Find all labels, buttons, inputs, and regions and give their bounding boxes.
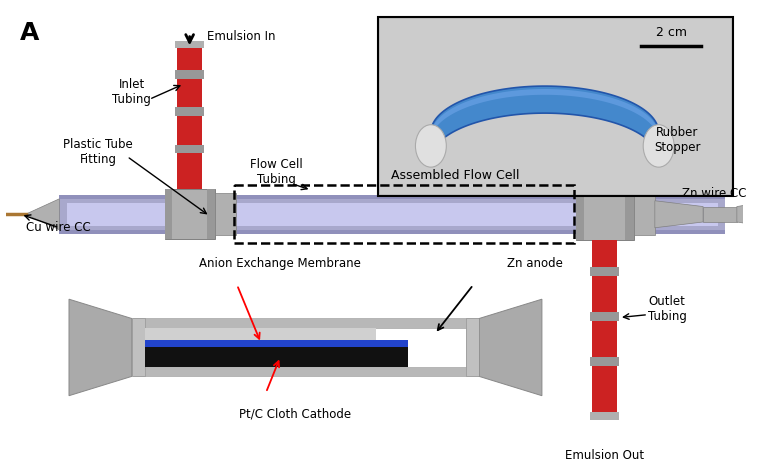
Polygon shape (737, 201, 763, 228)
Bar (60, 195, 726, 234)
Bar (60, 230, 726, 234)
Bar (576, 188, 633, 240)
Bar (234, 185, 574, 243)
Bar (590, 412, 619, 420)
Polygon shape (479, 299, 542, 396)
Text: Outlet
Tubing: Outlet Tubing (648, 295, 687, 323)
Text: Anion Exchange Membrane: Anion Exchange Membrane (199, 257, 362, 270)
Text: Pt/C Cloth Cathode: Pt/C Cloth Cathode (239, 407, 351, 420)
Polygon shape (26, 199, 60, 230)
Bar (67, 203, 717, 226)
Polygon shape (431, 89, 658, 141)
Bar (590, 312, 619, 321)
Bar (175, 70, 204, 79)
Text: Zn anode: Zn anode (507, 257, 563, 270)
Bar (145, 328, 376, 340)
Bar (165, 189, 214, 239)
Bar (177, 41, 202, 189)
Bar (132, 319, 145, 376)
Bar (207, 189, 214, 239)
Bar (590, 357, 619, 366)
Text: Emulsion Out: Emulsion Out (565, 449, 644, 461)
Bar (633, 193, 655, 236)
Text: Inlet
Tubing: Inlet Tubing (112, 78, 151, 106)
Ellipse shape (415, 124, 446, 167)
Text: Cu wire CC: Cu wire CC (26, 221, 90, 234)
Text: A: A (20, 21, 39, 45)
Bar (625, 188, 633, 240)
Bar (165, 189, 172, 239)
Text: Rubber
Stopper: Rubber Stopper (654, 126, 700, 154)
Bar (465, 319, 479, 376)
Bar (576, 188, 584, 240)
Text: Zn wire CC: Zn wire CC (682, 187, 746, 200)
Bar (175, 41, 204, 48)
Bar (703, 207, 737, 222)
Text: Flow Cell
Tubing: Flow Cell Tubing (250, 158, 303, 186)
Text: Assembled Flow Cell: Assembled Flow Cell (391, 169, 520, 183)
Polygon shape (431, 86, 658, 160)
Bar (145, 319, 465, 328)
Polygon shape (655, 201, 703, 228)
Bar (214, 193, 236, 236)
Bar (145, 347, 408, 367)
Bar (145, 340, 408, 347)
Text: 2 cm: 2 cm (655, 26, 687, 39)
Bar (592, 240, 617, 420)
Bar (60, 195, 726, 199)
Bar (175, 145, 204, 153)
Text: Plastic Tube
Fitting: Plastic Tube Fitting (63, 138, 133, 166)
Ellipse shape (643, 124, 674, 167)
Bar (175, 107, 204, 116)
Bar (380, 19, 731, 194)
Polygon shape (69, 299, 132, 396)
Bar (590, 267, 619, 276)
Bar (378, 18, 733, 196)
Text: Emulsion In: Emulsion In (207, 30, 275, 43)
Bar (145, 367, 465, 376)
